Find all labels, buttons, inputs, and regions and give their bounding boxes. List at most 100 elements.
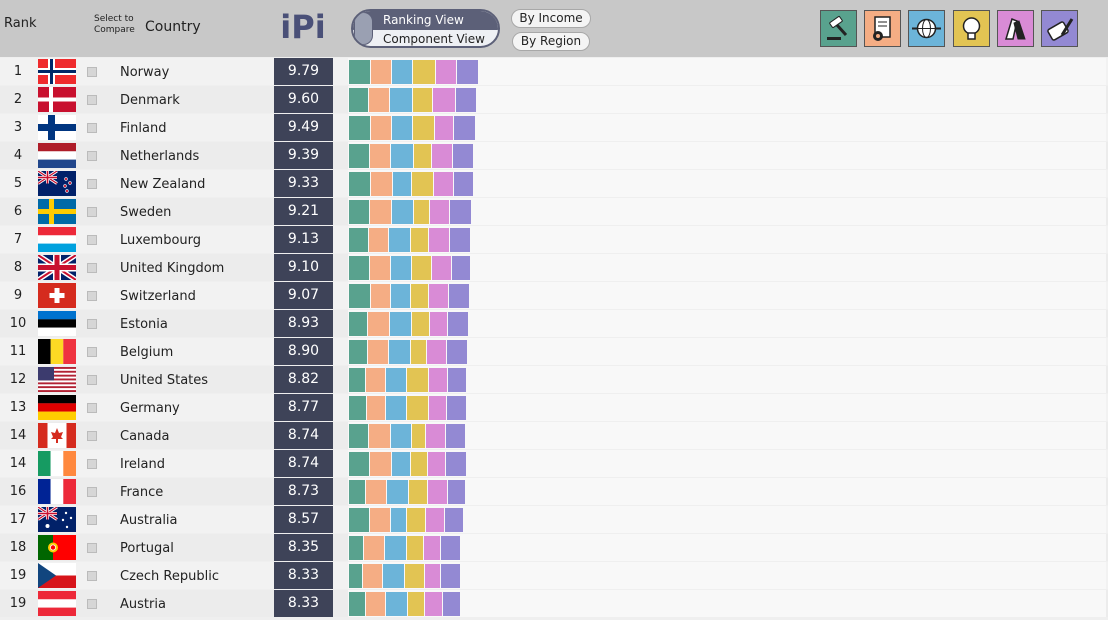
component-segment-globe-exchange[interactable] <box>389 228 411 252</box>
country-row[interactable]: 16 France 8.73 <box>0 478 1108 505</box>
component-segment-lightbulb[interactable] <box>411 228 429 252</box>
component-segment-hands[interactable] <box>429 284 449 308</box>
country-row[interactable]: 11 Belgium 8.90 <box>0 338 1108 365</box>
component-segment-globe-exchange[interactable] <box>391 144 413 168</box>
component-segment-globe-exchange[interactable] <box>392 116 413 140</box>
component-segment-document-gear[interactable] <box>371 172 393 196</box>
compare-checkbox[interactable] <box>87 459 97 469</box>
country-name[interactable]: Belgium <box>120 345 174 360</box>
component-segment-hands[interactable] <box>425 508 444 532</box>
hands-icon[interactable] <box>997 10 1034 47</box>
component-segment-lightbulb[interactable] <box>412 424 425 448</box>
compare-checkbox[interactable] <box>87 375 97 385</box>
component-segment-document-gear[interactable] <box>364 536 384 560</box>
component-segment-lightbulb[interactable] <box>411 172 434 196</box>
component-segment-hands[interactable] <box>428 480 448 504</box>
compare-checkbox[interactable] <box>87 207 97 217</box>
component-segment-gavel[interactable] <box>349 396 367 420</box>
component-segment-gavel[interactable] <box>349 172 371 196</box>
component-segment-document-gear[interactable] <box>371 116 392 140</box>
component-segment-lightbulb[interactable] <box>411 256 431 280</box>
compare-checkbox[interactable] <box>87 543 97 553</box>
component-segment-document-gear[interactable] <box>365 480 386 504</box>
compare-checkbox[interactable] <box>87 179 97 189</box>
component-segment-pen-scroll[interactable] <box>448 368 467 392</box>
country-name[interactable]: Estonia <box>120 317 168 332</box>
country-name[interactable]: Finland <box>120 121 167 136</box>
component-segment-document-gear[interactable] <box>365 368 386 392</box>
component-segment-lightbulb[interactable] <box>411 312 429 336</box>
country-row[interactable]: 9 Switzerland 9.07 <box>0 282 1108 309</box>
component-segment-gavel[interactable] <box>349 88 369 112</box>
country-row[interactable]: 19 Czech Republic 8.33 <box>0 562 1108 589</box>
compare-checkbox[interactable] <box>87 487 97 497</box>
component-segment-hands[interactable] <box>425 424 446 448</box>
component-segment-document-gear[interactable] <box>369 424 391 448</box>
component-segment-globe-exchange[interactable] <box>386 480 409 504</box>
country-row[interactable]: 8 United Kingdom 9.10 <box>0 254 1108 281</box>
pen-scroll-icon[interactable] <box>1041 10 1078 47</box>
component-segment-document-gear[interactable] <box>367 340 389 364</box>
country-name[interactable]: Portugal <box>120 541 174 556</box>
country-name[interactable]: Ireland <box>120 457 165 472</box>
component-segment-globe-exchange[interactable] <box>392 60 413 84</box>
component-segment-gavel[interactable] <box>349 284 370 308</box>
component-segment-document-gear[interactable] <box>370 60 392 84</box>
component-segment-globe-exchange[interactable] <box>384 536 407 560</box>
country-name[interactable]: France <box>120 485 164 500</box>
component-segment-globe-exchange[interactable] <box>391 424 412 448</box>
country-name[interactable]: Luxembourg <box>120 233 202 248</box>
country-row[interactable]: 13 Germany 8.77 <box>0 394 1108 421</box>
component-segment-hands[interactable] <box>428 396 447 420</box>
component-segment-globe-exchange[interactable] <box>382 564 404 588</box>
country-column-header[interactable]: Country <box>145 19 201 35</box>
component-segment-globe-exchange[interactable] <box>391 508 407 532</box>
country-name[interactable]: Canada <box>120 429 170 444</box>
component-segment-pen-scroll[interactable] <box>455 88 477 112</box>
component-segment-globe-exchange[interactable] <box>389 312 411 336</box>
country-name[interactable]: Czech Republic <box>120 569 219 584</box>
component-segment-hands[interactable] <box>423 536 441 560</box>
component-segment-pen-scroll[interactable] <box>446 424 466 448</box>
component-segment-gavel[interactable] <box>349 116 371 140</box>
component-segment-document-gear[interactable] <box>370 144 391 168</box>
component-segment-gavel[interactable] <box>349 452 370 476</box>
country-row[interactable]: 18 Portugal 8.35 <box>0 534 1108 561</box>
country-name[interactable]: Netherlands <box>120 149 200 164</box>
component-segment-document-gear[interactable] <box>370 452 392 476</box>
country-name[interactable]: Australia <box>120 513 178 528</box>
component-segment-gavel[interactable] <box>349 592 366 616</box>
country-name[interactable]: United Kingdom <box>120 261 225 276</box>
gavel-icon[interactable] <box>820 10 857 47</box>
view-toggle[interactable]: Ranking View Component View <box>351 9 500 48</box>
compare-checkbox[interactable] <box>87 347 97 357</box>
component-segment-hands[interactable] <box>430 200 450 224</box>
component-segment-lightbulb[interactable] <box>406 396 428 420</box>
component-segment-lightbulb[interactable] <box>408 592 424 616</box>
component-segment-document-gear[interactable] <box>369 256 390 280</box>
component-segment-lightbulb[interactable] <box>404 564 424 588</box>
component-segment-document-gear[interactable] <box>369 508 391 532</box>
compare-checkbox[interactable] <box>87 263 97 273</box>
component-segment-hands[interactable] <box>433 88 455 112</box>
component-segment-gavel[interactable] <box>349 508 369 532</box>
component-segment-lightbulb[interactable] <box>407 508 425 532</box>
compare-checkbox[interactable] <box>87 403 97 413</box>
component-segment-gavel[interactable] <box>349 480 365 504</box>
component-segment-gavel[interactable] <box>349 256 369 280</box>
component-segment-lightbulb[interactable] <box>411 340 426 364</box>
country-row[interactable]: 6 Sweden 9.21 <box>0 198 1108 225</box>
compare-checkbox[interactable] <box>87 571 97 581</box>
component-segment-gavel[interactable] <box>349 340 367 364</box>
component-segment-lightbulb[interactable] <box>414 200 430 224</box>
country-row[interactable]: 5 New Zealand 9.33 <box>0 170 1108 197</box>
country-name[interactable]: Austria <box>120 597 166 612</box>
component-segment-globe-exchange[interactable] <box>390 88 412 112</box>
country-row[interactable]: 1 Norway 9.79 <box>0 58 1108 85</box>
component-segment-globe-exchange[interactable] <box>386 592 408 616</box>
component-segment-hands[interactable] <box>424 592 442 616</box>
component-segment-lightbulb[interactable] <box>413 60 435 84</box>
component-segment-lightbulb[interactable] <box>407 368 429 392</box>
component-segment-pen-scroll[interactable] <box>452 144 474 168</box>
lightbulb-icon[interactable] <box>953 10 990 47</box>
